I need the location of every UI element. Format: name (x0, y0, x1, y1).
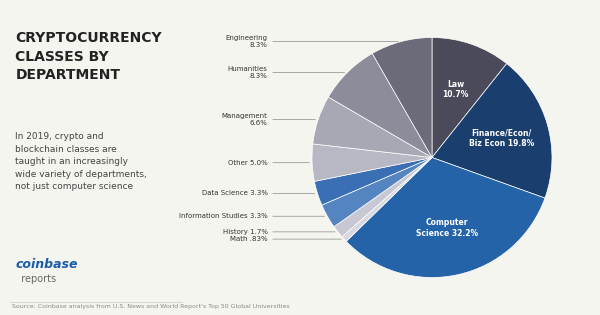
Wedge shape (334, 158, 432, 237)
Text: Law
10.7%: Law 10.7% (443, 80, 469, 99)
Wedge shape (328, 54, 432, 158)
Text: CRYPTOCURRENCY
CLASSES BY
DEPARTMENT: CRYPTOCURRENCY CLASSES BY DEPARTMENT (16, 32, 162, 82)
Wedge shape (342, 158, 432, 241)
Text: Engineering
8.3%: Engineering 8.3% (226, 35, 268, 48)
Wedge shape (322, 158, 432, 227)
Wedge shape (372, 37, 432, 158)
Text: In 2019, crypto and
blockchain classes are
taught in an increasingly
wide variet: In 2019, crypto and blockchain classes a… (16, 132, 147, 191)
Text: Finance/Econ/
Biz Econ 19.8%: Finance/Econ/ Biz Econ 19.8% (469, 128, 534, 147)
Text: Management
6.6%: Management 6.6% (222, 113, 268, 126)
Text: reports: reports (16, 273, 56, 284)
Wedge shape (314, 158, 432, 205)
Text: Data Science 3.3%: Data Science 3.3% (202, 191, 268, 197)
Wedge shape (432, 37, 507, 158)
Text: Computer
Science 32.2%: Computer Science 32.2% (416, 218, 478, 238)
Wedge shape (432, 64, 552, 198)
Wedge shape (312, 144, 432, 181)
Text: coinbase: coinbase (16, 258, 78, 271)
Text: Math .83%: Math .83% (230, 236, 268, 242)
Text: Other 5.0%: Other 5.0% (228, 160, 268, 166)
Text: Source: Coinbase analysis from U.S. News and World Report's Top 50 Global Univer: Source: Coinbase analysis from U.S. News… (12, 304, 290, 309)
Text: Information Studies 3.3%: Information Studies 3.3% (179, 213, 268, 219)
Wedge shape (346, 158, 545, 278)
Wedge shape (313, 97, 432, 158)
Text: History 1.7%: History 1.7% (223, 229, 268, 235)
Text: Humanities
8.3%: Humanities 8.3% (228, 66, 268, 79)
